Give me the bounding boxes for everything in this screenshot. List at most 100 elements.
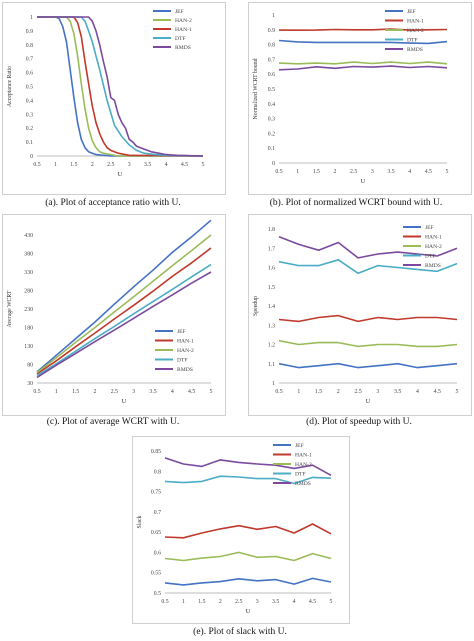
legend-label: DTF xyxy=(407,38,418,44)
y-tick-label: 0.75 xyxy=(151,490,161,496)
x-tick-label: 0.5 xyxy=(275,389,282,395)
x-axis-title: U xyxy=(246,608,251,615)
x-tick-label: 3.5 xyxy=(149,389,156,395)
x-tick-label: 0.5 xyxy=(33,389,40,395)
x-tick-label: 3.5 xyxy=(394,389,401,395)
x-tick-label: 5 xyxy=(330,599,333,605)
y-tick-label: 230 xyxy=(24,307,33,313)
x-tick-label: 3.5 xyxy=(144,162,151,168)
y-tick-label: 0.4 xyxy=(26,98,33,104)
series-line-han-1 xyxy=(278,28,448,32)
y-tick-label: 430 xyxy=(24,233,33,239)
x-tick-label: 2.5 xyxy=(354,389,361,395)
legend-label: RMDS xyxy=(177,367,193,373)
series-line-rmds xyxy=(36,271,212,379)
x-tick-label: 3 xyxy=(376,389,379,395)
series-line-dtf xyxy=(278,258,458,275)
x-tick-label: 4.5 xyxy=(309,599,316,605)
x-tick-label: 4.5 xyxy=(181,162,188,168)
y-tick-label: 0.4 xyxy=(268,102,275,108)
x-tick-label: 2 xyxy=(337,389,340,395)
y-tick-label: 0.9 xyxy=(26,29,33,35)
x-tick-label: 0.5 xyxy=(161,599,168,605)
x-axis-title: U xyxy=(366,398,371,405)
x-tick-label: 5 xyxy=(202,162,205,168)
x-tick-label: 4 xyxy=(293,599,296,605)
legend-label: HAN-2 xyxy=(295,462,312,468)
legend-label: HAN-1 xyxy=(177,339,194,345)
x-tick-label: 2.5 xyxy=(111,389,118,395)
y-tick-label: 80 xyxy=(27,363,33,369)
x-tick-label: 3 xyxy=(132,389,135,395)
x-tick-label: 1 xyxy=(54,162,57,168)
series-line-han-1 xyxy=(164,523,332,539)
series-line-jef xyxy=(37,16,203,157)
y-axis-title: Average WCRT xyxy=(7,290,13,327)
x-tick-label: 4 xyxy=(408,169,411,175)
x-axis-title: U xyxy=(361,178,366,185)
x-tick-label: 4 xyxy=(416,389,419,395)
x-tick-label: 2 xyxy=(91,162,94,168)
series-line-rmds xyxy=(37,16,204,157)
y-tick-label: 0.9 xyxy=(268,28,275,34)
x-tick-label: 3.5 xyxy=(272,599,279,605)
legend-label: JEF xyxy=(177,329,186,335)
legend-label: HAN-2 xyxy=(177,348,194,354)
x-tick-label: 1 xyxy=(297,389,300,395)
x-tick-label: 4.5 xyxy=(434,389,441,395)
y-tick-label: 380 xyxy=(24,252,33,258)
x-tick-label: 0.5 xyxy=(33,162,40,168)
y-tick-label: 0.85 xyxy=(151,449,161,455)
x-tick-label: 2.5 xyxy=(107,162,114,168)
x-tick-label: 4.5 xyxy=(188,389,195,395)
legend-label: JEF xyxy=(175,9,184,15)
series-line-han-2 xyxy=(36,234,212,374)
x-tick-label: 3 xyxy=(371,169,374,175)
y-tick-label: 0.5 xyxy=(154,591,161,597)
y-tick-label: 0.3 xyxy=(268,117,275,123)
legend-label: RMDS xyxy=(425,263,441,269)
x-tick-label: 3 xyxy=(256,599,259,605)
y-tick-label: 0.7 xyxy=(26,57,33,63)
y-tick-label: 1.7 xyxy=(268,246,275,252)
y-tick-label: 0.6 xyxy=(26,71,33,77)
legend-label: HAN-1 xyxy=(425,235,442,241)
y-tick-label: 1 xyxy=(272,13,275,19)
y-tick-label: 1.5 xyxy=(268,285,275,291)
legend-label: RMDS xyxy=(407,47,423,53)
legend-label: HAN-2 xyxy=(407,28,424,34)
x-tick-label: 1.5 xyxy=(72,389,79,395)
y-tick-label: 0.55 xyxy=(151,571,161,577)
x-tick-label: 3.5 xyxy=(387,169,394,175)
legend-label: JEF xyxy=(295,443,304,449)
y-axis-title: Normalized WCRT bound xyxy=(253,58,259,119)
legend-label: RMDS xyxy=(175,45,191,51)
y-tick-label: 0.6 xyxy=(268,72,275,78)
y-tick-label: 330 xyxy=(24,270,33,276)
x-tick-label: 1 xyxy=(55,389,58,395)
y-tick-label: 130 xyxy=(24,344,33,350)
series-line-han-2 xyxy=(37,16,203,157)
chart-b-frame: 0.5 1 1.5 2 2.5 3 3.5 4 4.5 5 0 0.1 0.2 0.3 0.4 0.5 0.6 0… xyxy=(248,2,472,195)
chart-e-svg: 0.5 1 1.5 2 2.5 3 3.5 4 4.5 5 0.5 0.55 0.6 0.65 0.7 0.7… xyxy=(137,443,333,615)
y-tick-label: 0.5 xyxy=(268,87,275,93)
legend-label: HAN-1 xyxy=(295,453,312,459)
y-tick-label: 1 xyxy=(30,15,33,21)
y-tick-label: 0.2 xyxy=(268,131,275,137)
y-tick-label: 1.1 xyxy=(268,362,275,368)
x-tick-label: 0.5 xyxy=(275,169,282,175)
series-line-dtf xyxy=(37,16,204,157)
series-line-han-1 xyxy=(36,247,212,375)
x-tick-label: 2 xyxy=(334,169,337,175)
x-tick-label: 4 xyxy=(171,389,174,395)
x-tick-label: 5 xyxy=(446,169,449,175)
chart-d-svg: 0.5 1 1.5 2 2.5 3 3.5 4 4.5 511.11.21.31.41.51.61… xyxy=(253,225,459,405)
y-tick-label: 0.3 xyxy=(26,112,33,118)
series-line-han-1 xyxy=(278,314,458,323)
y-tick-label: 0.65 xyxy=(151,530,161,536)
x-tick-label: 1 xyxy=(182,599,185,605)
legend-label: HAN-1 xyxy=(407,19,424,25)
legend-label: JEF xyxy=(407,9,416,15)
x-tick-label: 2.5 xyxy=(350,169,357,175)
chart-a-svg: 0.5 1 1.5 2 2.5 3 3.5 4 4.5 5 0 0.1 0.2 0.3 0.4 0.5 0.6 0… xyxy=(7,9,205,178)
